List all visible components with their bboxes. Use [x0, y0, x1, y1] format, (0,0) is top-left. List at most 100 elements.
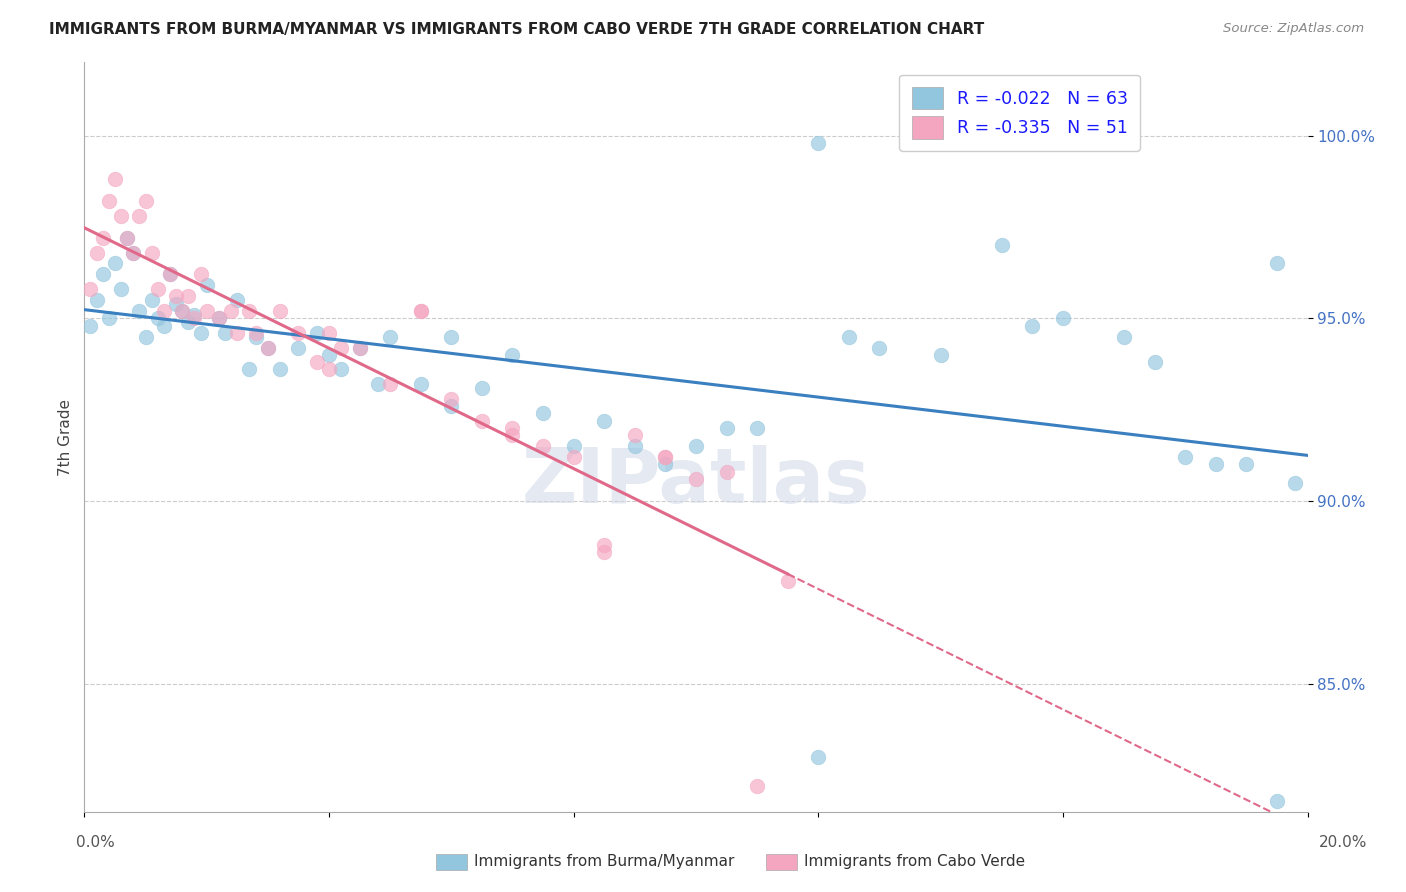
Point [531, 439, 554, 453]
Point [153, 304, 176, 318]
Point [245, 326, 267, 340]
Text: 0.0%: 0.0% [76, 836, 115, 850]
Point [562, 450, 585, 465]
Point [97, 311, 120, 326]
Point [141, 245, 163, 260]
Point [1021, 318, 1043, 333]
Point [869, 341, 891, 355]
Point [177, 289, 200, 303]
Point [226, 326, 249, 340]
Point [97, 194, 120, 209]
Point [838, 329, 860, 343]
Point [104, 256, 127, 270]
Point [115, 231, 138, 245]
Point [502, 421, 524, 435]
Point [172, 304, 194, 318]
Point [349, 341, 371, 355]
Point [654, 458, 676, 472]
Legend: R = -0.022   N = 63, R = -0.335   N = 51: R = -0.022 N = 63, R = -0.335 N = 51 [900, 75, 1140, 151]
Point [624, 428, 647, 442]
Point [1174, 450, 1197, 465]
Point [716, 465, 738, 479]
Point [287, 341, 309, 355]
Point [165, 289, 187, 303]
Point [502, 428, 524, 442]
Point [1236, 458, 1258, 472]
Point [208, 311, 231, 326]
Point [747, 421, 769, 435]
Point [502, 348, 524, 362]
Point [593, 414, 616, 428]
Point [153, 318, 176, 333]
Point [79, 282, 101, 296]
Point [238, 304, 260, 318]
Point [195, 304, 218, 318]
Point [190, 326, 212, 340]
Point [183, 308, 205, 322]
Point [91, 268, 114, 282]
Text: ZIPatlas: ZIPatlas [522, 445, 870, 519]
Point [238, 362, 260, 376]
Point [1143, 355, 1166, 369]
Point [86, 245, 108, 260]
Point [440, 329, 463, 343]
Point [440, 392, 463, 406]
Point [807, 750, 830, 764]
Point [128, 304, 150, 318]
Point [287, 326, 309, 340]
Point [159, 268, 181, 282]
Point [624, 439, 647, 453]
Point [776, 574, 799, 589]
Point [330, 341, 353, 355]
Point [115, 231, 138, 245]
Point [208, 311, 231, 326]
Point [1114, 329, 1136, 343]
Point [122, 245, 145, 260]
Point [245, 329, 267, 343]
Point [141, 293, 163, 307]
Point [226, 293, 249, 307]
Point [747, 779, 769, 793]
Point [380, 329, 402, 343]
Point [409, 377, 432, 392]
Point [685, 439, 707, 453]
Point [409, 304, 432, 318]
Point [318, 326, 340, 340]
Point [146, 311, 169, 326]
Point [531, 406, 554, 420]
Point [177, 315, 200, 329]
Point [562, 439, 585, 453]
Point [1205, 458, 1227, 472]
Point [135, 194, 157, 209]
Point [195, 278, 218, 293]
Point [86, 293, 108, 307]
Point [305, 355, 328, 369]
Point [929, 348, 952, 362]
Point [219, 304, 242, 318]
Point [1284, 475, 1306, 490]
Point [593, 545, 616, 559]
Point [257, 341, 280, 355]
Point [159, 268, 181, 282]
Point [685, 472, 707, 486]
Text: Source: ZipAtlas.com: Source: ZipAtlas.com [1223, 22, 1364, 36]
Y-axis label: 7th Grade: 7th Grade [58, 399, 73, 475]
Point [716, 421, 738, 435]
Point [1265, 256, 1288, 270]
Point [330, 362, 353, 376]
Point [165, 296, 187, 310]
Point [104, 172, 127, 186]
Point [367, 377, 389, 392]
Point [1265, 794, 1288, 808]
Point [318, 362, 340, 376]
Point [305, 326, 328, 340]
Point [380, 377, 402, 392]
Point [593, 538, 616, 552]
Point [1052, 311, 1074, 326]
Point [318, 348, 340, 362]
Point [122, 245, 145, 260]
Text: Immigrants from Cabo Verde: Immigrants from Cabo Verde [804, 855, 1025, 869]
Point [991, 238, 1014, 252]
Point [110, 209, 132, 223]
Point [654, 450, 676, 465]
